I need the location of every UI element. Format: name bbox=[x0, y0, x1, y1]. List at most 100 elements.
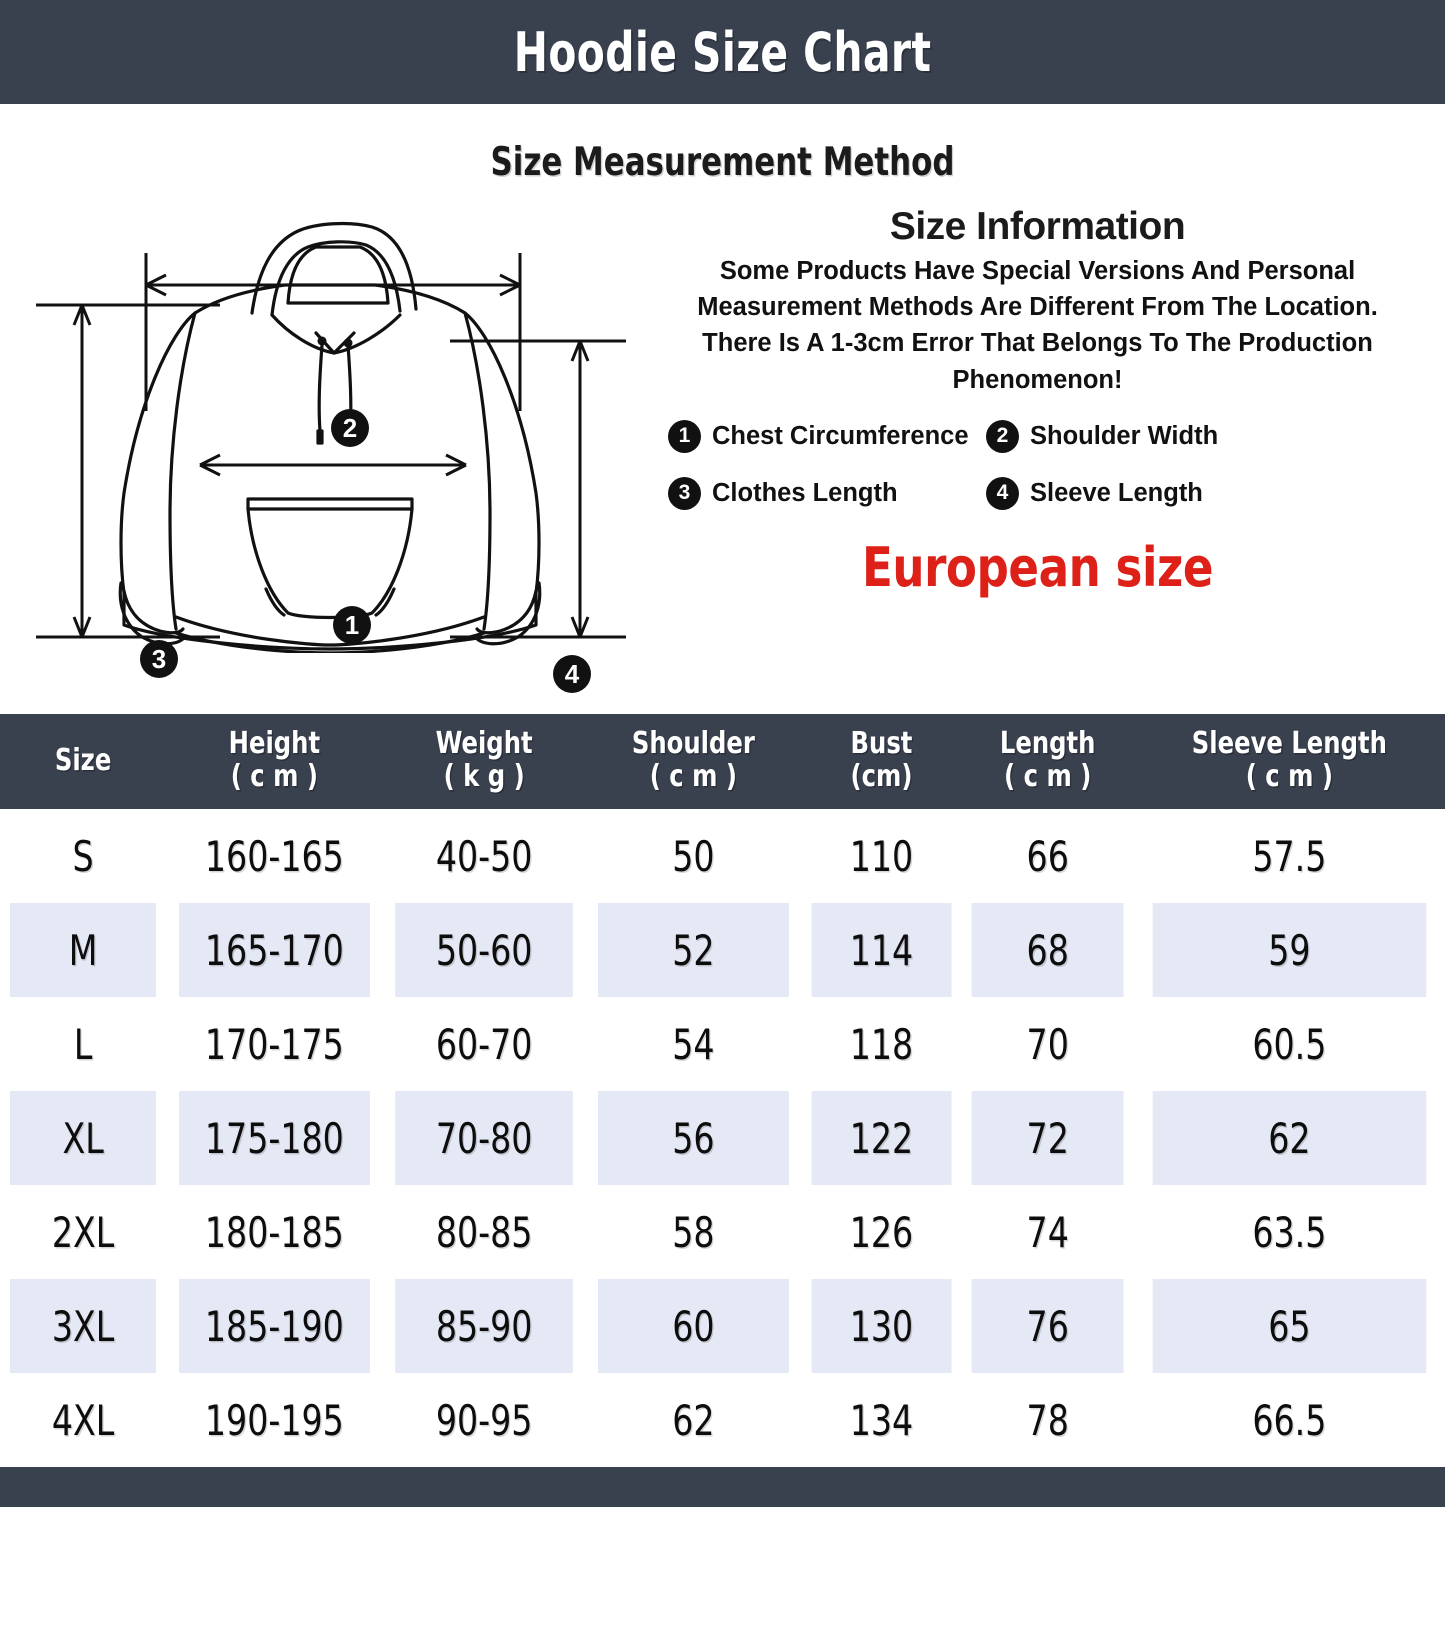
cell-sleeve: 65 bbox=[1152, 1279, 1427, 1374]
cell-shoulder: 60 bbox=[598, 1279, 789, 1374]
table-row: L 170-175 60-70 54 118 70 60.5 bbox=[0, 997, 1445, 1092]
cell-sleeve: 57.5 bbox=[1152, 809, 1427, 904]
size-information-paragraph: Some Products Have Special Versions And … bbox=[697, 257, 1378, 394]
cell-weight: 70-80 bbox=[395, 1091, 574, 1186]
cell-size: 2XL bbox=[9, 1185, 157, 1280]
column-header-weight-label: Weight bbox=[435, 726, 533, 761]
cell-bust: 110 bbox=[811, 809, 952, 904]
cell-length: 66 bbox=[971, 809, 1124, 904]
legend-badge-4-icon: 4 bbox=[986, 476, 1019, 510]
legend-item-2: 2 Shoulder Width bbox=[986, 419, 1415, 453]
column-header-bust-label: Bust bbox=[850, 726, 913, 761]
cell-shoulder: 50 bbox=[598, 809, 789, 904]
measurement-section: Size Measurement Method bbox=[0, 104, 1445, 714]
cell-shoulder: 54 bbox=[598, 997, 789, 1092]
region-label: European size bbox=[861, 535, 1214, 599]
column-header-sleeve-length: Sleeve Length ( c m ) bbox=[1134, 714, 1445, 810]
column-header-length: Length ( c m ) bbox=[960, 714, 1135, 810]
cell-bust: 118 bbox=[811, 997, 952, 1092]
column-header-bust-unit: (cm) bbox=[850, 759, 913, 795]
footer-bar bbox=[0, 1467, 1445, 1508]
cell-length: 74 bbox=[971, 1185, 1124, 1280]
table-row: M 165-170 50-60 52 114 68 59 bbox=[0, 903, 1445, 998]
section-title: Size Measurement Method bbox=[490, 140, 955, 185]
cell-bust: 130 bbox=[811, 1279, 952, 1374]
cell-weight: 85-90 bbox=[395, 1279, 574, 1374]
cell-length: 76 bbox=[971, 1279, 1124, 1374]
column-header-weight: Weight ( k g ) bbox=[382, 714, 586, 810]
legend-item-3: 3 Clothes Length bbox=[668, 476, 986, 510]
cell-height: 175-180 bbox=[179, 1091, 370, 1186]
cell-length: 72 bbox=[971, 1091, 1124, 1186]
cell-sleeve: 66.5 bbox=[1152, 1373, 1427, 1468]
cell-bust: 126 bbox=[811, 1185, 952, 1280]
dimension-badge-4: 4 bbox=[553, 655, 591, 693]
cell-bust: 122 bbox=[811, 1091, 952, 1186]
legend-label-4: Sleeve Length bbox=[1030, 478, 1203, 507]
cell-height: 185-190 bbox=[179, 1279, 370, 1374]
cell-shoulder: 52 bbox=[598, 903, 789, 998]
table-row: 4XL 190-195 90-95 62 134 78 66.5 bbox=[0, 1373, 1445, 1468]
cell-size: S bbox=[9, 809, 157, 904]
dimension-badge-2: 2 bbox=[331, 409, 369, 447]
legend-badge-2-icon: 2 bbox=[986, 419, 1019, 453]
column-header-bust: Bust (cm) bbox=[801, 714, 961, 810]
cell-bust: 114 bbox=[811, 903, 952, 998]
cell-weight: 80-85 bbox=[395, 1185, 574, 1280]
dimension-badge-1: 1 bbox=[333, 606, 371, 644]
cell-size: 4XL bbox=[9, 1373, 157, 1468]
size-information-title: Size Information bbox=[889, 205, 1186, 248]
cell-shoulder: 56 bbox=[598, 1091, 789, 1186]
legend-badge-3-icon: 3 bbox=[668, 476, 701, 510]
cell-bust: 134 bbox=[811, 1373, 952, 1468]
cell-weight: 50-60 bbox=[395, 903, 574, 998]
column-header-shoulder: Shoulder ( c m ) bbox=[585, 714, 802, 810]
legend-label-1: Chest Circumference bbox=[712, 421, 969, 450]
column-header-size: Size bbox=[0, 714, 167, 810]
size-table-header: Size Height ( c m ) Weight ( k g ) Shoul… bbox=[0, 714, 1445, 810]
cell-height: 180-185 bbox=[179, 1185, 370, 1280]
cell-height: 170-175 bbox=[179, 997, 370, 1092]
column-header-height-label: Height bbox=[228, 726, 321, 761]
cell-sleeve: 63.5 bbox=[1152, 1185, 1427, 1280]
cell-length: 68 bbox=[971, 903, 1124, 998]
cell-length: 78 bbox=[971, 1373, 1124, 1468]
column-header-sleeve-length-unit: ( c m ) bbox=[1246, 759, 1334, 795]
size-information-column: Size Information Some Products Have Spec… bbox=[660, 193, 1445, 653]
cell-shoulder: 62 bbox=[598, 1373, 789, 1468]
cell-size: L bbox=[9, 997, 157, 1092]
cell-sleeve: 62 bbox=[1152, 1091, 1427, 1186]
cell-sleeve: 59 bbox=[1152, 903, 1427, 998]
cell-size: M bbox=[9, 903, 157, 998]
hoodie-diagram-column: 2 1 3 4 bbox=[0, 193, 660, 693]
column-header-length-unit: ( c m ) bbox=[1003, 759, 1092, 795]
page-title: Hoodie Size Chart bbox=[513, 20, 932, 84]
column-header-height: Height ( c m ) bbox=[166, 714, 383, 810]
cell-weight: 40-50 bbox=[395, 809, 574, 904]
column-header-length-label: Length bbox=[999, 726, 1096, 761]
cell-shoulder: 58 bbox=[598, 1185, 789, 1280]
legend-label-2: Shoulder Width bbox=[1030, 421, 1219, 450]
cell-height: 190-195 bbox=[179, 1373, 370, 1468]
column-header-height-unit: ( c m ) bbox=[230, 759, 319, 795]
column-header-shoulder-unit: ( c m ) bbox=[649, 759, 738, 795]
dimension-badge-3: 3 bbox=[140, 640, 178, 678]
size-table-body: S 160-165 40-50 50 110 66 57.5 M 165-170… bbox=[0, 809, 1445, 1468]
legend-item-1: 1 Chest Circumference bbox=[668, 419, 986, 453]
table-row: 2XL 180-185 80-85 58 126 74 63.5 bbox=[0, 1185, 1445, 1280]
cell-size: 3XL bbox=[9, 1279, 157, 1374]
legend-label-3: Clothes Length bbox=[712, 478, 898, 507]
table-header-row: Size Height ( c m ) Weight ( k g ) Shoul… bbox=[0, 714, 1445, 810]
cell-length: 70 bbox=[971, 997, 1124, 1092]
cell-height: 165-170 bbox=[179, 903, 370, 998]
table-row: S 160-165 40-50 50 110 66 57.5 bbox=[0, 809, 1445, 904]
column-header-sleeve-length-label: Sleeve Length bbox=[1192, 726, 1388, 761]
table-row: XL 175-180 70-80 56 122 72 62 bbox=[0, 1091, 1445, 1186]
cell-sleeve: 60.5 bbox=[1152, 997, 1427, 1092]
cell-weight: 60-70 bbox=[395, 997, 574, 1092]
column-header-size-label: Size bbox=[54, 742, 112, 778]
cell-height: 160-165 bbox=[179, 809, 370, 904]
column-header-shoulder-label: Shoulder bbox=[632, 726, 756, 761]
legend-item-4: 4 Sleeve Length bbox=[986, 476, 1415, 510]
